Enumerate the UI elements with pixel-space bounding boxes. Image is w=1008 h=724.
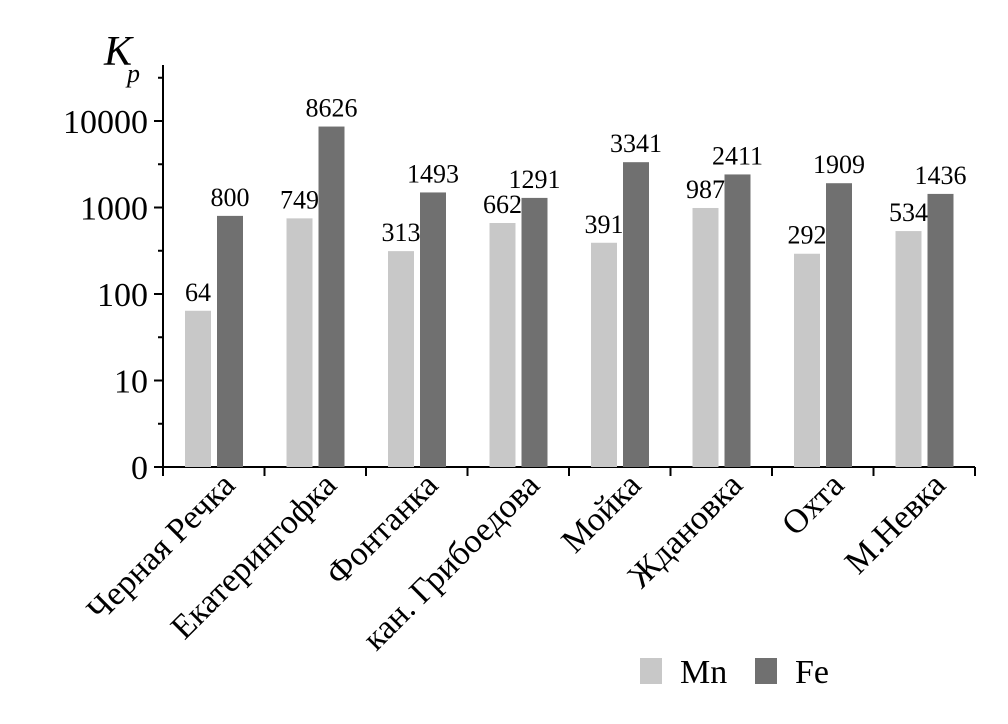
data-label-fe: 2411 [712, 141, 763, 170]
data-label-mn: 987 [686, 175, 725, 204]
y-tick-label: 0 [131, 450, 148, 487]
data-label-mn: 662 [483, 190, 522, 219]
legend-swatch-fe [755, 658, 777, 684]
y-tick-label: 10 [114, 364, 148, 401]
bar-mn [388, 251, 414, 467]
bar-fe [623, 162, 649, 467]
bar-fe [318, 126, 345, 467]
y-axis-label-main: K [103, 29, 134, 75]
data-label-fe: 1493 [407, 159, 459, 188]
data-label-mn: 749 [280, 185, 319, 214]
axes: 0 10 100 1000 10000 [63, 65, 976, 487]
bar-fe [217, 215, 243, 467]
bar-mn [286, 218, 313, 467]
y-tick-label: 10000 [63, 104, 148, 141]
bar-mn [591, 242, 617, 467]
legend-swatch-mn [640, 658, 662, 684]
legend: Mn Fe [640, 654, 829, 691]
x-tick-label: кан. Грибоедова [356, 466, 547, 657]
x-tick-label: Охта [775, 466, 851, 542]
y-axis-label: K p [103, 29, 140, 88]
data-label-mn: 391 [585, 210, 624, 239]
bar-mn [489, 222, 516, 467]
bar-fe [420, 192, 446, 467]
legend-label-mn: Mn [680, 654, 727, 691]
bars [185, 126, 954, 468]
bar-fe [521, 197, 548, 467]
x-tick-label: М.Невка [838, 466, 953, 581]
data-label-fe: 800 [211, 183, 250, 212]
x-tick-label: Мойка [555, 466, 649, 560]
bar-fe [826, 183, 852, 468]
legend-label-fe: Fe [795, 654, 829, 691]
data-label-fe: 1291 [509, 165, 561, 194]
data-label-mn: 313 [382, 218, 421, 247]
bar-mn [185, 310, 211, 467]
data-label-mn: 64 [185, 278, 211, 307]
data-label-fe: 8626 [306, 94, 358, 123]
y-axis-label-subscript: p [125, 59, 140, 88]
data-label-fe: 1909 [813, 150, 865, 179]
data-label-fe: 3341 [610, 129, 662, 158]
data-label-fe: 1436 [915, 161, 967, 190]
data-label-mn: 534 [889, 198, 928, 227]
bar-fe [927, 193, 954, 468]
bar-mn [692, 207, 719, 467]
data-label-mn: 292 [788, 221, 827, 250]
y-tick-label: 100 [97, 277, 148, 314]
bar-fe [724, 174, 751, 467]
y-tick-label: 1000 [80, 191, 148, 228]
bar-mn [895, 231, 922, 467]
bar-mn [794, 253, 820, 467]
